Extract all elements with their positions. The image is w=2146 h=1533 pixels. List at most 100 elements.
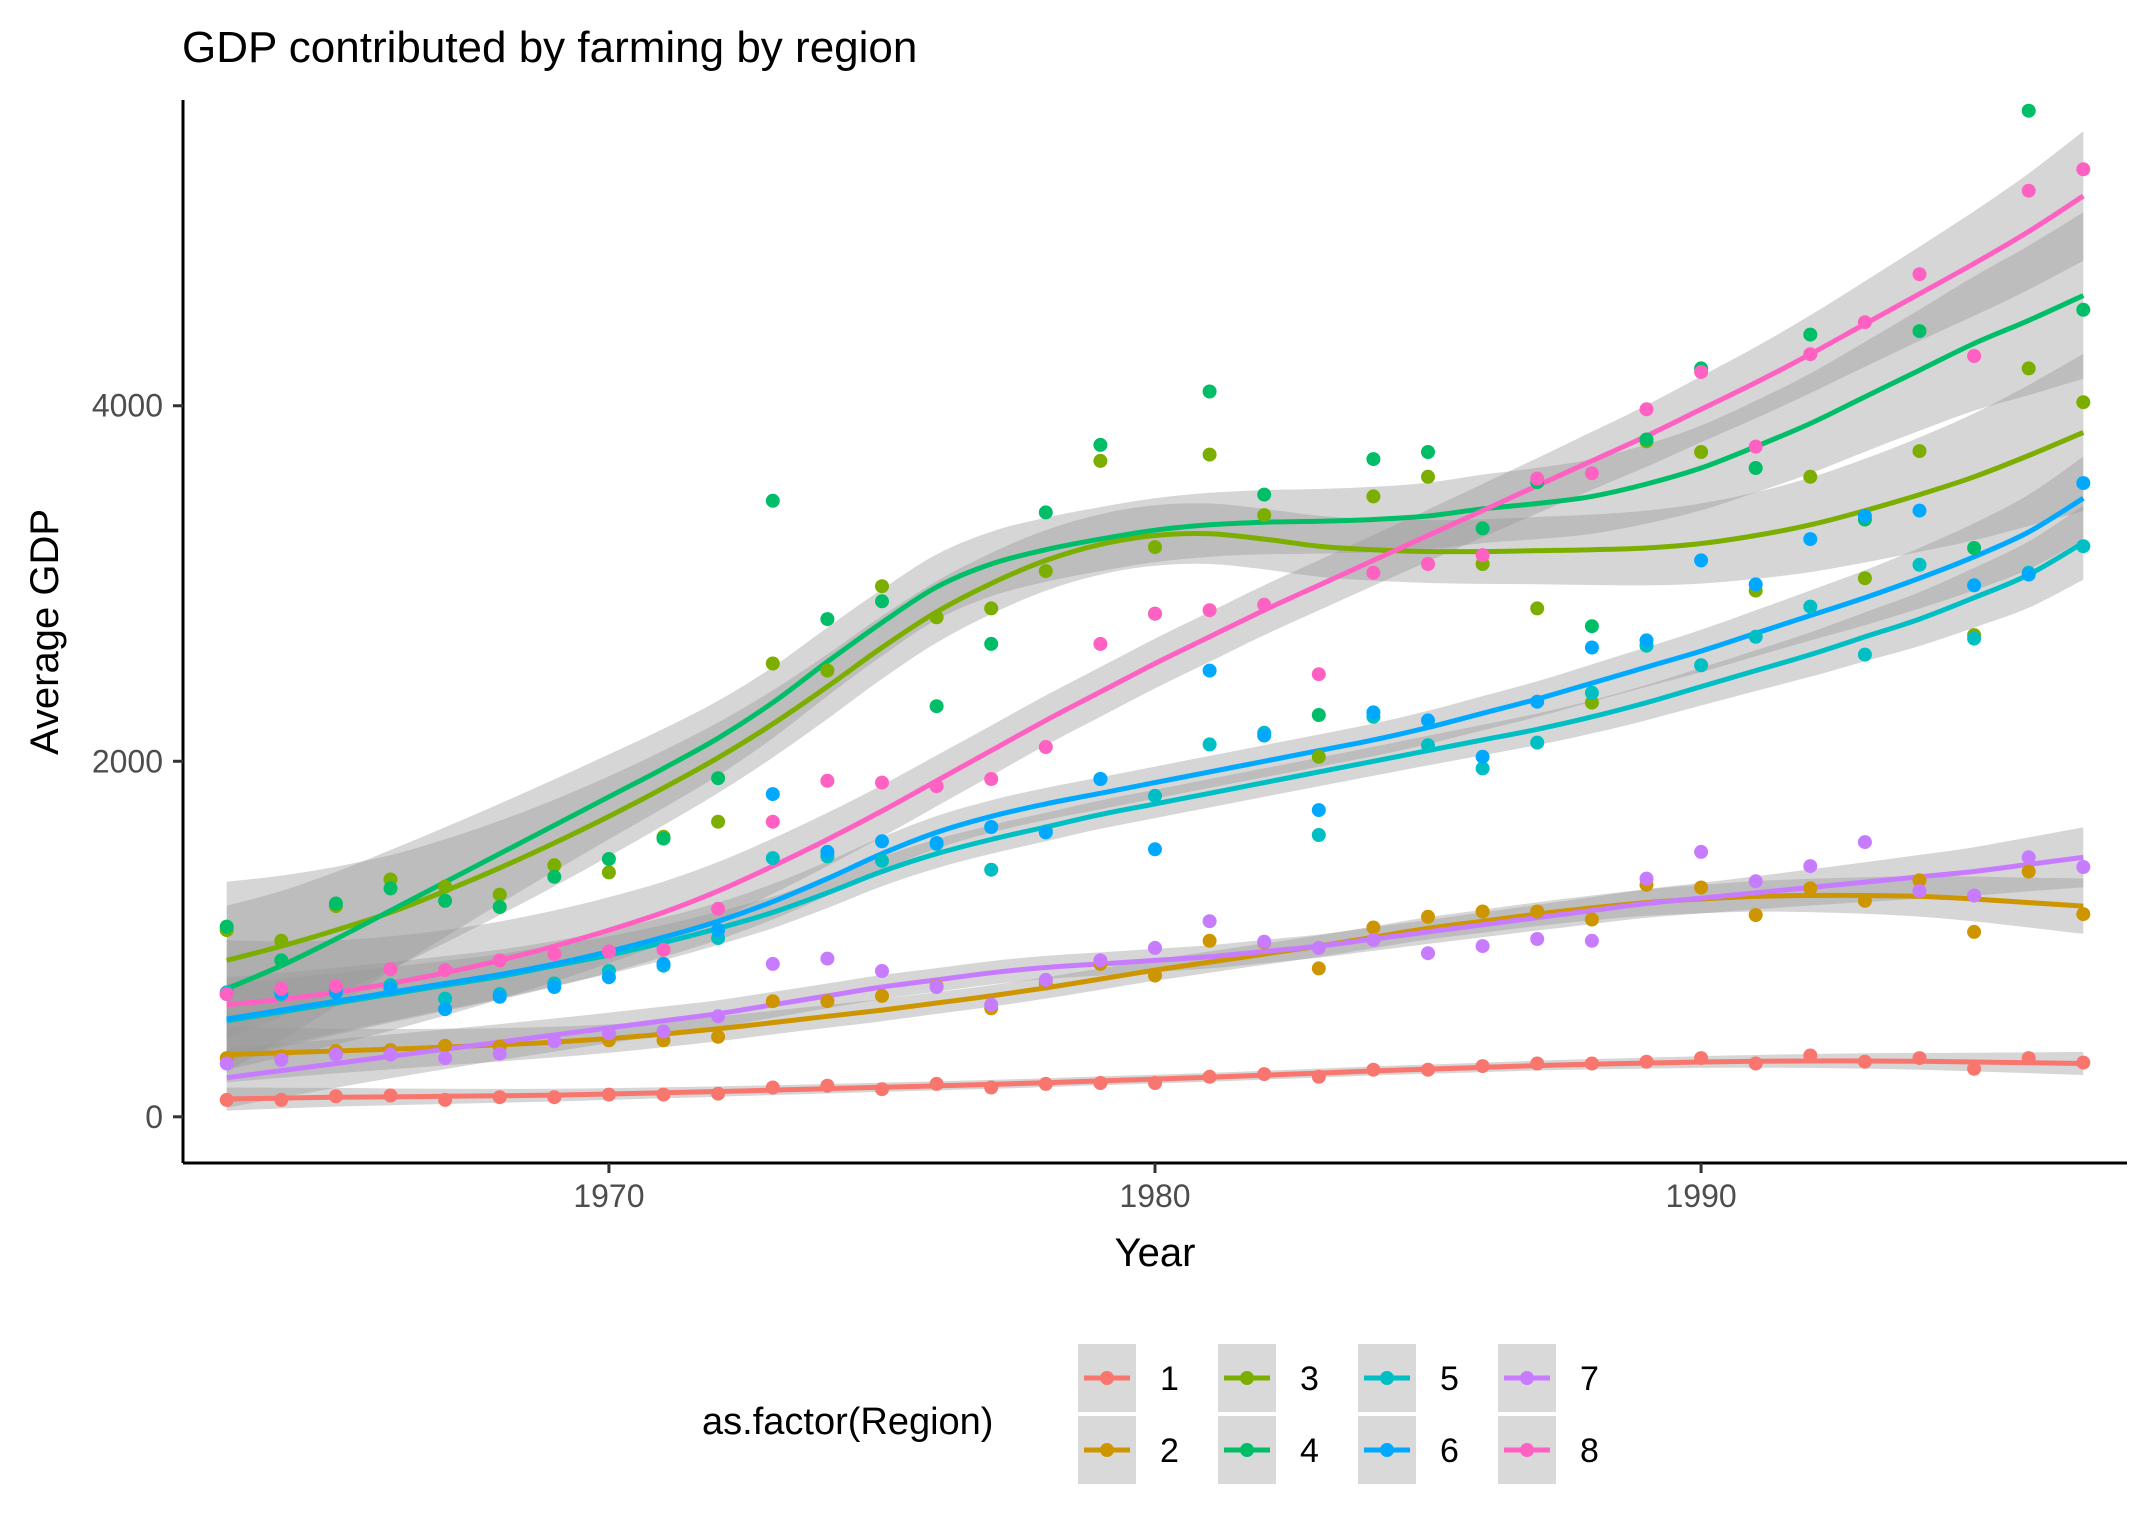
point-region-1-1971 [656,1087,671,1102]
confidence-band-region-7 [226,827,2084,1108]
point-region-2-1994 [1912,873,1927,888]
legend-entry-2: 2 [1078,1416,1179,1484]
legend-entry-4: 4 [1218,1416,1319,1484]
point-region-7-1974 [820,951,835,966]
point-region-1-1988 [1584,1056,1599,1071]
point-region-8-1976 [929,779,944,794]
point-region-3-1970 [601,865,616,880]
point-region-6-1970 [601,970,616,985]
point-region-8-1975 [875,775,889,790]
point-region-4-1968 [492,900,507,914]
point-region-5-1997 [2076,539,2091,554]
point-region-4-1994 [1912,324,1927,339]
point-region-6-1978 [1038,825,1053,840]
point-region-1-1995 [1967,1061,1982,1076]
point-region-5-1987 [1530,735,1545,750]
point-region-3-1997 [2076,395,2091,410]
point-region-5-1973 [765,851,780,866]
point-region-8-1980 [1148,606,1162,621]
chart-title: GDP contributed by farming by region [182,23,917,72]
point-region-6-1988 [1584,640,1599,655]
legend-key-point-1 [1100,1371,1114,1385]
point-region-7-1995 [1967,888,1982,903]
y-axis-ticks: 0 2000 4000 [92,388,183,1135]
point-region-8-1966 [383,962,398,977]
point-region-6-1980 [1148,842,1162,857]
point-region-2-1996 [2021,864,2036,879]
point-region-8-1965 [328,979,343,994]
point-region-6-1985 [1421,713,1435,728]
point-region-7-1983 [1311,940,1326,955]
point-region-5-1981 [1202,737,1217,752]
point-region-3-1983 [1311,749,1326,764]
point-region-3-1982 [1257,508,1272,523]
point-region-3-1993 [1857,571,1872,586]
point-region-7-1967 [438,1051,453,1066]
legend-label-1: 1 [1160,1360,1179,1398]
point-region-2-1975 [875,988,889,1003]
point-region-6-1994 [1912,503,1927,518]
point-region-6-1977 [984,820,999,834]
point-region-6-1981 [1202,663,1217,678]
point-region-8-1971 [656,942,671,957]
point-region-1-1964 [274,1092,289,1107]
point-region-5-1988 [1584,685,1599,700]
point-region-8-1990 [1694,365,1709,379]
point-region-4-1974 [820,612,835,627]
point-region-8-1987 [1530,471,1545,486]
point-region-7-1991 [1748,874,1763,889]
point-region-7-1971 [656,1024,671,1039]
point-region-6-1990 [1694,553,1709,568]
legend-label-5: 5 [1440,1360,1459,1398]
point-region-3-1988 [1584,695,1599,710]
point-region-6-1992 [1803,532,1818,547]
point-region-8-1985 [1421,557,1435,571]
point-region-6-1984 [1366,705,1381,720]
point-region-6-1993 [1857,509,1872,523]
smooth-line-region-4 [225,293,2085,992]
point-region-5-1991 [1748,629,1763,644]
point-region-6-1972 [711,923,726,938]
point-region-1-1963 [219,1092,234,1107]
point-region-2-1967 [438,1038,453,1053]
point-region-1-1987 [1530,1056,1545,1071]
point-region-1-1993 [1857,1054,1872,1069]
x-tick-label-1990: 1990 [1665,1178,1736,1214]
point-region-2-1984 [1366,920,1381,935]
point-region-5-1992 [1803,599,1818,614]
point-region-1-1991 [1748,1056,1763,1071]
point-region-1-1984 [1366,1062,1381,1077]
points-region-1 [219,1048,2091,1107]
legend: as.factor(Region) 1 2 3 4 5 6 7 8 [702,1344,1599,1484]
legend-label-2: 2 [1160,1432,1179,1470]
point-region-5-1994 [1912,557,1927,572]
point-region-8-1996 [2021,183,2036,198]
point-region-1-1977 [984,1080,999,1095]
point-region-6-1991 [1748,577,1763,592]
point-region-3-1975 [875,579,889,594]
point-region-4-1964 [274,953,289,968]
points-region-8 [219,162,2091,1002]
point-region-2-1986 [1475,904,1490,919]
point-region-3-1990 [1694,445,1709,459]
point-region-7-1988 [1584,933,1599,948]
point-region-1-1992 [1803,1048,1818,1063]
point-region-7-1990 [1694,844,1709,859]
legend-key-point-3 [1240,1371,1254,1385]
point-region-8-1989 [1639,402,1654,417]
point-region-1-1975 [875,1082,889,1097]
point-region-5-1995 [1967,631,1982,646]
point-region-4-1973 [765,493,780,508]
point-region-3-1980 [1148,540,1162,555]
point-region-2-1980 [1148,968,1162,983]
point-region-6-1995 [1967,578,1982,593]
point-region-8-1970 [601,944,616,959]
point-region-2-1985 [1421,909,1435,924]
point-region-8-1983 [1311,667,1326,682]
point-region-2-1983 [1311,961,1326,976]
legend-keys: 1 2 3 4 5 6 7 8 [1078,1344,1599,1484]
point-region-3-1974 [820,663,835,678]
point-region-3-1992 [1803,469,1818,484]
y-tick-label-4000: 4000 [92,388,163,424]
